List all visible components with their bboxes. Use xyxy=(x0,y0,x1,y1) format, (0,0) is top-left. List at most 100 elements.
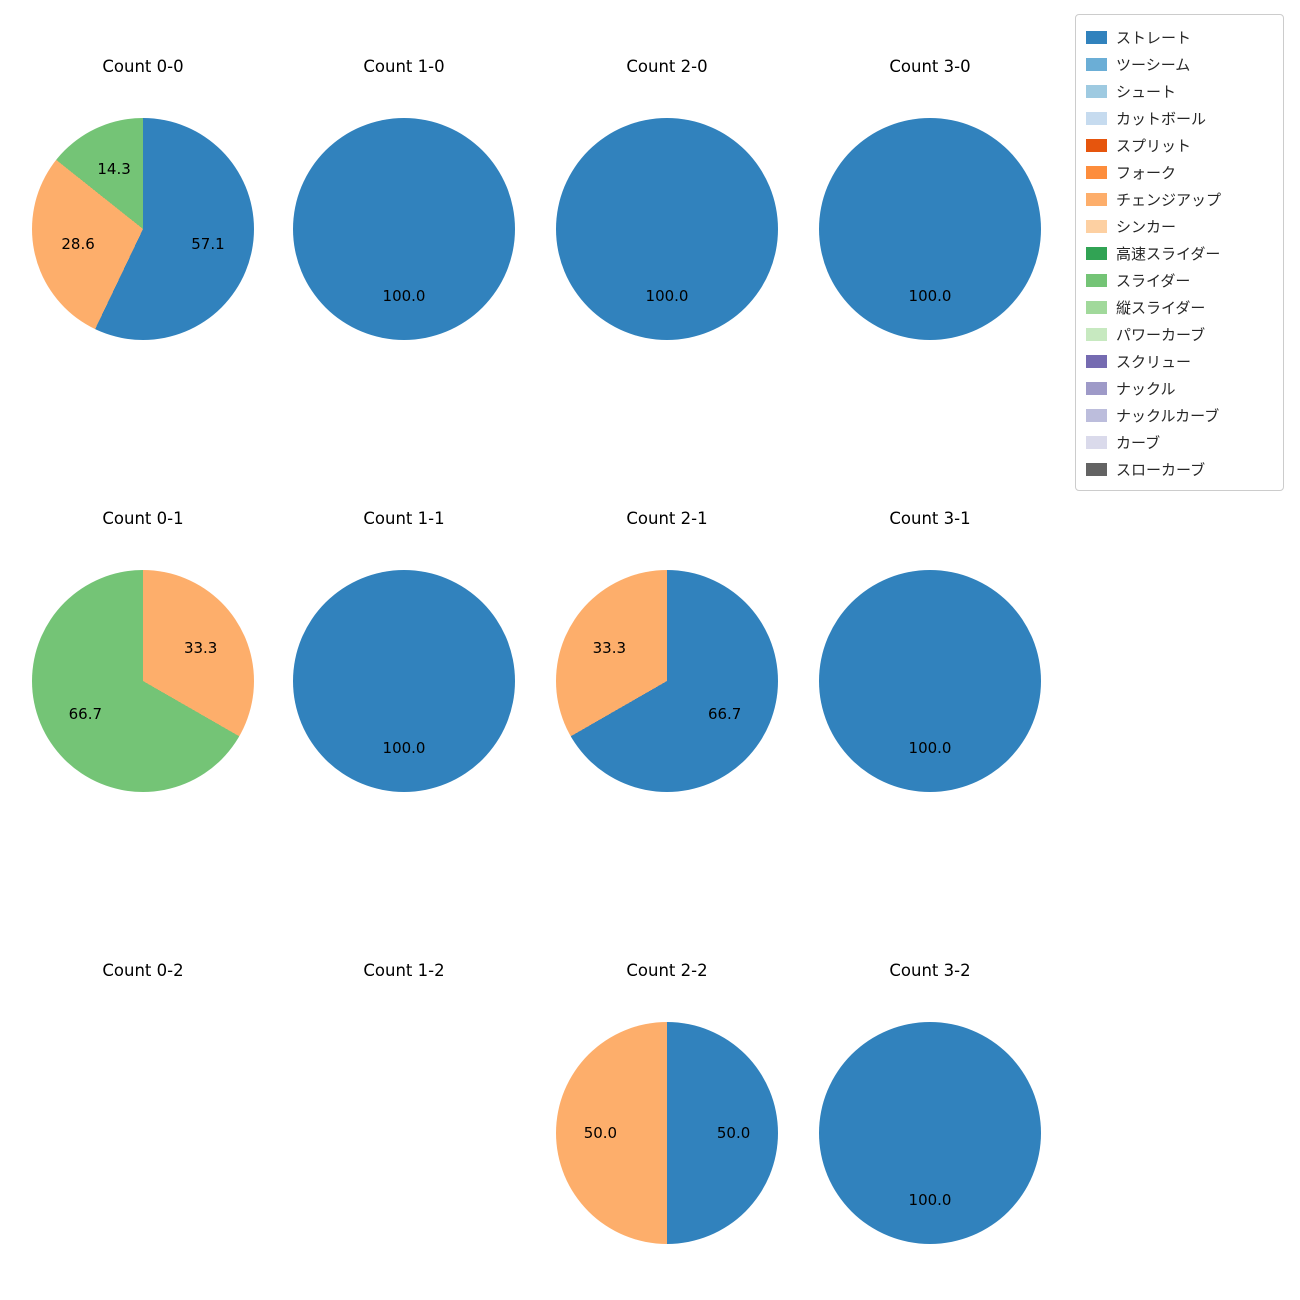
legend-label: チェンジアップ xyxy=(1116,191,1222,209)
slice-percent-label: 50.0 xyxy=(583,1124,618,1142)
slice-percent-label: 66.7 xyxy=(68,705,103,724)
legend: ストレートツーシームシュートカットボール スプリットフォークチェンジアップ シンカー… xyxy=(1075,14,1284,491)
legend-item: スローカーブ xyxy=(1086,456,1273,483)
legend-label: スライダー xyxy=(1116,272,1191,290)
legend-color-swatch xyxy=(1086,382,1107,395)
pie-chart-count-3-1: Count 3-1 100.0 xyxy=(799,507,1061,792)
chart-title: Count 1-0 xyxy=(363,57,445,76)
legend-label: スクリュー xyxy=(1116,353,1192,371)
pie-chart-count-1-2: Count 1-2 xyxy=(273,959,535,983)
chart-title: Count 0-1 xyxy=(102,509,184,528)
slice-percent-label: 100.0 xyxy=(908,1190,952,1209)
legend-item: ナックルカーブ xyxy=(1086,402,1273,429)
pie-chart-count-2-0: Count 2-0 100.0 xyxy=(536,55,798,340)
legend-item: パワーカーブ xyxy=(1086,321,1273,348)
legend-color-swatch xyxy=(1086,220,1107,233)
pie: 100.0 xyxy=(293,118,515,340)
chart-title: Count 3-2 xyxy=(889,961,971,980)
legend-item: スプリット xyxy=(1086,132,1273,159)
legend-item: シンカー xyxy=(1086,213,1273,240)
legend-item: ナックル xyxy=(1086,375,1273,402)
chart-title: Count 1-1 xyxy=(363,509,445,528)
legend-item: フォーク xyxy=(1086,159,1273,186)
legend-color-swatch xyxy=(1086,58,1107,71)
slice-percent-label: 50.0 xyxy=(716,1124,751,1142)
legend-color-swatch xyxy=(1086,355,1107,368)
legend-color-swatch xyxy=(1086,139,1107,152)
slice-percent-label: 66.7 xyxy=(707,705,742,724)
legend-label: ストレート xyxy=(1116,29,1192,47)
chart-title: Count 3-1 xyxy=(889,509,971,528)
legend-item: カットボール xyxy=(1086,105,1273,132)
pie: 100.0 xyxy=(819,1022,1041,1244)
legend-item: スライダー xyxy=(1086,267,1273,294)
pie: 50.0 50.0 xyxy=(556,1022,778,1244)
legend-item: チェンジアップ xyxy=(1086,186,1273,213)
chart-title: Count 0-0 xyxy=(102,57,184,76)
pie-chart-count-1-0: Count 1-0 100.0 xyxy=(273,55,535,340)
pie-chart-count-2-1: Count 2-1 66.7 33.3 xyxy=(536,507,798,792)
pie-chart-count-2-2: Count 2-2 50.0 50.0 xyxy=(536,959,798,1244)
slice-percent-label: 28.6 xyxy=(61,234,95,253)
pie: 57.1 28.6 14.3 xyxy=(32,118,254,340)
slice-percent-label: 100.0 xyxy=(382,286,426,305)
pie-chart-count-0-1: Count 0-1 33.3 66.7 xyxy=(12,507,274,792)
legend-label: スローカーブ xyxy=(1116,461,1206,479)
legend-item: 高速スライダー xyxy=(1086,240,1273,267)
legend-label: フォーク xyxy=(1116,164,1177,182)
legend-color-swatch xyxy=(1086,85,1107,98)
legend-color-swatch xyxy=(1086,409,1107,422)
slice-percent-label: 100.0 xyxy=(908,286,952,305)
pie-chart-count-3-0: Count 3-0 100.0 xyxy=(799,55,1061,340)
legend-item: スクリュー xyxy=(1086,348,1273,375)
slice-percent-label: 100.0 xyxy=(908,738,952,757)
legend-item: ツーシーム xyxy=(1086,51,1273,78)
slice-percent-label: 100.0 xyxy=(382,738,426,757)
pie-chart-count-0-2: Count 0-2 xyxy=(12,959,274,983)
legend-color-swatch xyxy=(1086,247,1107,260)
chart-title: Count 2-0 xyxy=(626,57,708,76)
legend-color-swatch xyxy=(1086,328,1107,341)
chart-title: Count 2-1 xyxy=(626,509,708,528)
pie: 66.7 33.3 xyxy=(556,570,778,792)
slice-percent-label: 100.0 xyxy=(645,286,689,305)
legend-label: ツーシーム xyxy=(1116,56,1191,74)
legend-label: カットボール xyxy=(1116,110,1207,128)
slice-percent-label: 14.3 xyxy=(97,160,131,178)
legend-color-swatch xyxy=(1086,166,1107,179)
legend-color-swatch xyxy=(1086,193,1107,206)
pie-chart-count-1-1: Count 1-1 100.0 xyxy=(273,507,535,792)
legend-label: スプリット xyxy=(1116,137,1192,155)
chart-title: Count 2-2 xyxy=(626,961,708,980)
legend-item: カーブ xyxy=(1086,429,1273,456)
slice-percent-label: 33.3 xyxy=(592,638,627,657)
chart-title: Count 0-2 xyxy=(102,961,184,980)
pie: 100.0 xyxy=(819,570,1041,792)
legend-color-swatch xyxy=(1086,301,1107,314)
legend-label: ナックル xyxy=(1116,380,1176,398)
pie: 100.0 xyxy=(293,570,515,792)
slice-percent-label: 33.3 xyxy=(183,638,218,657)
legend-color-swatch xyxy=(1086,436,1107,449)
pie: 100.0 xyxy=(819,118,1041,340)
legend-color-swatch xyxy=(1086,274,1107,287)
legend-label: パワーカーブ xyxy=(1116,326,1206,344)
legend-item: 縦スライダー xyxy=(1086,294,1273,321)
legend-label: シュート xyxy=(1116,83,1177,101)
pie-chart-count-3-2: Count 3-2 100.0 xyxy=(799,959,1061,1244)
legend-label: カーブ xyxy=(1116,434,1161,452)
pie: 33.3 66.7 xyxy=(32,570,254,792)
legend-label: 縦スライダー xyxy=(1116,299,1206,317)
legend-label: 高速スライダー xyxy=(1116,245,1221,263)
legend-item: シュート xyxy=(1086,78,1273,105)
legend-color-swatch xyxy=(1086,463,1107,476)
chart-title: Count 3-0 xyxy=(889,57,971,76)
slice-percent-label: 57.1 xyxy=(191,234,225,253)
legend-label: シンカー xyxy=(1116,218,1177,236)
chart-title: Count 1-2 xyxy=(363,961,445,980)
legend-color-swatch xyxy=(1086,31,1107,44)
legend-item: ストレート xyxy=(1086,24,1273,51)
pie-chart-count-0-0: Count 0-0 57.1 28.6 14.3 xyxy=(12,55,274,340)
pie: 100.0 xyxy=(556,118,778,340)
